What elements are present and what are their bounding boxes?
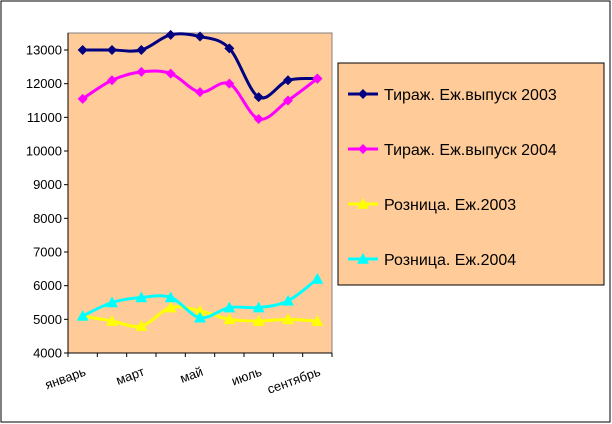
data-point (76, 309, 89, 321)
data-point (312, 73, 323, 84)
data-point (253, 114, 264, 125)
data-point (165, 29, 176, 40)
data-point (164, 291, 177, 303)
data-point (164, 301, 177, 313)
data-point (165, 68, 176, 79)
data-point (194, 304, 206, 316)
series-layer (76, 29, 324, 331)
y-tick-label: 13000 (26, 43, 62, 58)
data-point (195, 31, 205, 42)
y-tick-label: 9000 (33, 177, 62, 192)
legend-swatch-marker (357, 198, 369, 209)
data-point (223, 313, 236, 325)
legend-entry: Тираж. Еж.выпуск 2004 (348, 142, 557, 159)
data-point (107, 45, 117, 55)
y-tick-label: 12000 (26, 76, 62, 91)
data-point (136, 66, 147, 77)
data-point (77, 45, 88, 55)
y-tick-label: 7000 (33, 245, 62, 260)
y-tick-label: 8000 (33, 211, 62, 226)
legend-label: Розница. Еж.2004 (384, 252, 516, 269)
data-point (223, 301, 236, 313)
legend-entries: Тираж. Еж.выпуск 2003 Тираж. Еж.выпуск 20… (348, 87, 557, 269)
y-tick-label: 6000 (33, 278, 62, 293)
data-point (253, 92, 264, 103)
data-point (136, 45, 147, 55)
legend-swatch-marker (358, 89, 368, 99)
legend-entry: Розница. Еж.2003 (348, 197, 516, 214)
y-tick-label: 4000 (33, 346, 62, 361)
data-point (195, 87, 205, 98)
data-point (224, 43, 235, 54)
legend-swatch-marker (357, 253, 369, 264)
data-point (252, 301, 265, 313)
legend (337, 62, 605, 286)
series-2 (77, 66, 323, 125)
data-point (194, 311, 206, 323)
y-tick-label: 10000 (26, 144, 62, 159)
data-point (106, 296, 118, 308)
legend-swatch-marker (358, 144, 368, 154)
data-point (283, 95, 293, 106)
data-point (311, 315, 324, 326)
y-tick-label: 11000 (27, 110, 62, 125)
series-4 (76, 272, 324, 323)
series-3 (76, 301, 324, 331)
data-point (282, 294, 294, 306)
legend-label: Тираж. Еж.выпуск 2004 (384, 142, 557, 159)
legend-label: Тираж. Еж.выпуск 2003 (384, 87, 557, 104)
data-point (282, 313, 294, 325)
legend-entry: Тираж. Еж.выпуск 2003 (348, 87, 557, 104)
data-point (135, 320, 148, 331)
data-point (107, 75, 117, 86)
data-point (252, 315, 265, 326)
y-axis: 4000 5000 6000 7000 8000 9000 10000 11000 12000 1… (26, 33, 69, 361)
data-point (311, 272, 324, 284)
data-point (224, 78, 235, 89)
legend-entry: Розница. Еж.2004 (348, 252, 516, 269)
data-point (77, 93, 88, 104)
legend-label: Розница. Еж.2003 (384, 197, 516, 214)
data-point (135, 291, 148, 303)
y-tick-label: 5000 (33, 312, 62, 327)
data-point (106, 315, 118, 326)
data-point (283, 75, 293, 86)
